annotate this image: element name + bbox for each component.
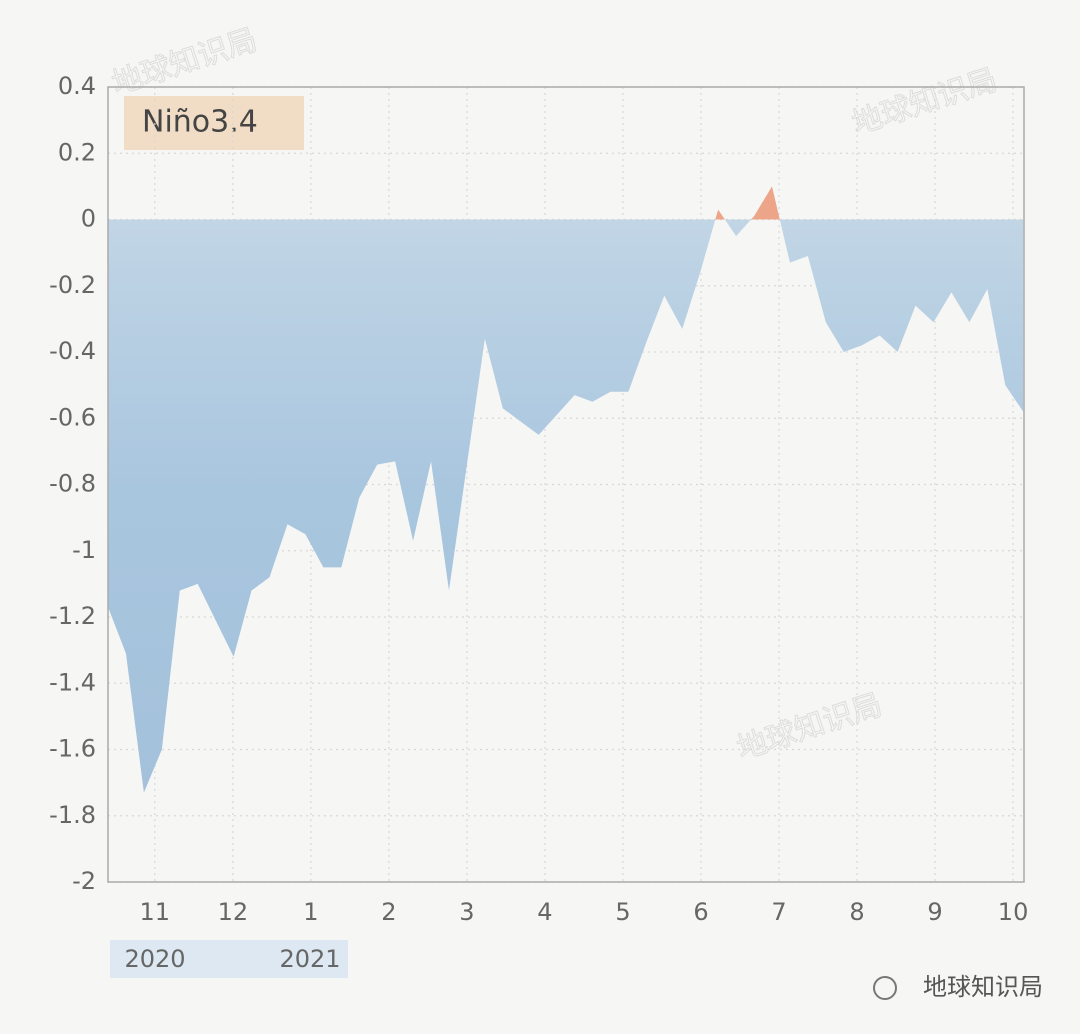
y-tick-label: -2 [72,867,96,895]
x-tick-label: 7 [771,898,786,926]
y-tick-label: -1.6 [49,735,96,763]
x-tick-label: 1 [303,898,318,926]
logo-icon [873,976,897,1000]
area-negative [108,219,1024,793]
y-tick-label: -1.2 [49,602,96,630]
y-tick-label: 0.4 [58,72,96,100]
watermark: 地球知识局 [733,687,886,767]
legend-label: Niño3.4 [142,105,258,140]
x-tick-label: 4 [537,898,552,926]
x-tick-label: 3 [459,898,474,926]
y-tick-label: -1 [72,536,96,564]
watermark: 地球知识局 [108,22,261,102]
source: 地球知识局 [923,973,1043,1001]
y-tick-label: -0.8 [49,470,96,498]
x-tick-label: 10 [998,898,1029,926]
legend-box [124,96,304,150]
y-tick-label: 0 [81,205,96,233]
x-tick-label: 6 [693,898,708,926]
year-label: 2020 [124,945,185,973]
y-tick-label: -1.8 [49,801,96,829]
x-tick-label: 11 [140,898,171,926]
y-tick-label: -0.6 [49,403,96,431]
y-tick-label: -0.2 [49,271,96,299]
x-tick-label: 8 [849,898,864,926]
x-tick-label: 12 [218,898,249,926]
watermark: 地球知识局 [848,62,1001,142]
y-tick-label: -1.4 [49,668,96,696]
y-tick-label: 0.2 [58,138,96,166]
year-label: 2021 [279,945,340,973]
x-tick-label: 5 [615,898,630,926]
x-tick-label: 2 [381,898,396,926]
y-tick-label: -0.4 [49,337,96,365]
plot-frame [107,86,1025,883]
year-box [110,940,348,978]
x-tick-label: 9 [927,898,942,926]
